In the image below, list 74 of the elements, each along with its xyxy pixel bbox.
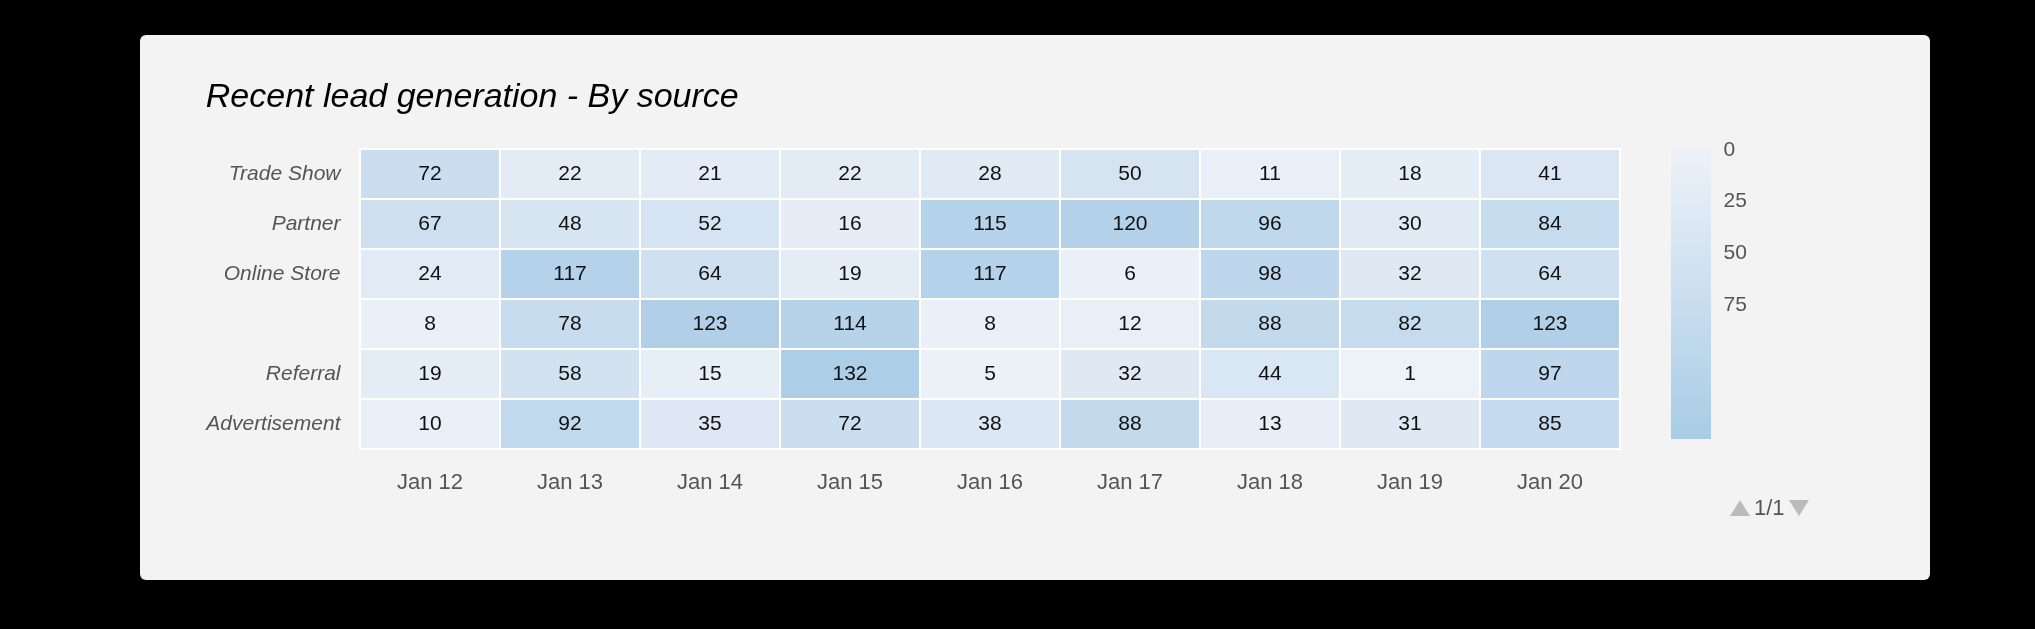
y-tick-label: Online Store xyxy=(223,261,341,284)
data-label: 64 xyxy=(698,261,722,284)
x-tick-label: Jan 13 xyxy=(536,468,604,494)
data-label: 28 xyxy=(978,161,1002,184)
color-bar-label: 0 xyxy=(1723,136,1736,160)
data-label: 98 xyxy=(1258,261,1282,284)
data-label: 50 xyxy=(1118,161,1142,184)
data-label: 72 xyxy=(418,161,442,184)
data-label: 117 xyxy=(553,261,587,284)
data-label: 38 xyxy=(978,411,1002,434)
data-label: 16 xyxy=(838,211,862,234)
color-bar-label: 50 xyxy=(1723,240,1747,264)
data-label: 41 xyxy=(1538,161,1562,184)
data-label: 32 xyxy=(1118,361,1142,384)
data-label: 72 xyxy=(838,411,862,434)
x-tick-label: Jan 19 xyxy=(1376,468,1444,494)
data-label: 19 xyxy=(838,261,862,284)
data-label: 15 xyxy=(698,361,722,384)
data-label: 85 xyxy=(1538,411,1562,434)
data-label: 123 xyxy=(692,311,728,334)
text: 1/1 xyxy=(1754,495,1785,521)
data-label: 35 xyxy=(698,411,722,434)
data-label: 52 xyxy=(698,211,722,234)
data-label: 1 xyxy=(1404,361,1416,384)
x-tick-label: Jan 20 xyxy=(1516,468,1584,494)
data-label: 48 xyxy=(558,211,582,234)
data-label: 97 xyxy=(1538,361,1562,384)
data-label: 92 xyxy=(558,411,582,434)
x-tick-label: Jan 18 xyxy=(1236,468,1304,494)
data-label: 58 xyxy=(558,361,582,384)
x-tick-label: Jan 12 xyxy=(396,468,464,494)
data-label: 64 xyxy=(1538,261,1562,284)
x-tick-label: Jan 15 xyxy=(816,468,884,494)
data-label: 30 xyxy=(1398,211,1422,234)
data-label: 44 xyxy=(1258,361,1282,384)
color-bar-label: 75 xyxy=(1723,291,1747,315)
data-label: 12 xyxy=(1118,311,1142,334)
data-label: 123 xyxy=(1532,311,1568,334)
data-label: 19 xyxy=(418,361,442,384)
data-label: 88 xyxy=(1118,411,1142,434)
data-label: 96 xyxy=(1258,211,1282,234)
data-label: 10 xyxy=(418,411,442,434)
data-label: 78 xyxy=(558,311,582,334)
data-label: 24 xyxy=(418,261,442,284)
data-label: 21 xyxy=(698,161,722,184)
chart-title: Recent lead generation - By source xyxy=(205,76,739,114)
data-label: 22 xyxy=(838,161,862,184)
y-tick-label: Partner xyxy=(271,211,342,234)
data-label: 31 xyxy=(1398,411,1422,434)
color-bar-label: 25 xyxy=(1723,188,1747,212)
data-label: 6 xyxy=(1124,261,1136,284)
y-tick-label: Trade Show xyxy=(228,161,343,184)
data-label: 22 xyxy=(558,161,582,184)
data-label: 32 xyxy=(1398,261,1422,284)
data-label: 5 xyxy=(984,361,996,384)
data-label: 82 xyxy=(1398,311,1422,334)
x-tick-label: Jan 17 xyxy=(1096,468,1164,494)
y-tick-label: Referral xyxy=(265,361,342,384)
data-label: 18 xyxy=(1398,161,1422,184)
data-label: 8 xyxy=(424,311,436,334)
x-tick-label: Jan 16 xyxy=(956,468,1024,494)
data-label: 120 xyxy=(1112,211,1148,234)
data-label: 88 xyxy=(1258,311,1282,334)
data-label: 67 xyxy=(418,211,442,234)
data-label: 8 xyxy=(984,311,996,334)
data-label: 13 xyxy=(1258,411,1282,434)
data-label: 132 xyxy=(832,361,868,384)
data-label: 84 xyxy=(1538,211,1562,234)
x-tick-label: Jan 14 xyxy=(676,468,744,494)
y-tick-label: Advertisement xyxy=(204,411,342,434)
data-label: 11 xyxy=(1259,161,1281,184)
data-label: 117 xyxy=(973,261,1007,284)
data-label: 115 xyxy=(973,211,1007,234)
data-label: 114 xyxy=(833,311,868,334)
